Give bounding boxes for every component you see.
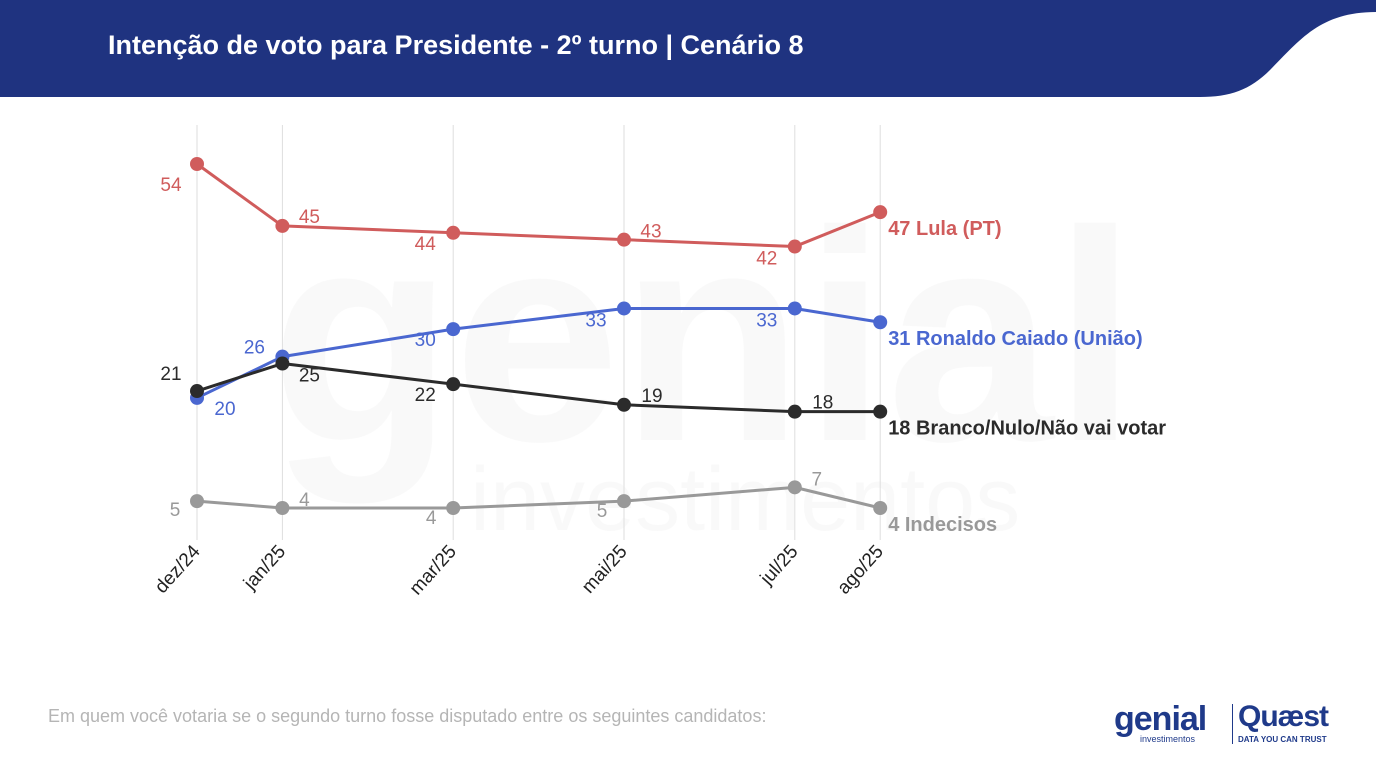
data-point [787,404,802,419]
data-label: 33 [756,310,777,331]
data-point [446,322,461,337]
data-point [275,501,290,515]
data-label: 30 [415,330,436,351]
data-label: 21 [160,364,181,385]
data-point [617,301,631,316]
data-label: 26 [244,338,265,359]
page-title: Intenção de voto para Presidente - 2º tu… [108,30,804,60]
quaest-logo: Quæst [1238,700,1329,733]
data-label: 20 [214,399,235,420]
data-point [787,480,802,495]
series-line [195,306,882,400]
data-point [617,494,631,509]
line-chart: genial investimentos 5445444342202630333… [151,125,1166,599]
data-point [873,501,888,515]
series-line [195,485,882,510]
genial-logo: genial [1114,700,1207,738]
x-tick-label: jan/25 [239,541,290,594]
data-label: 33 [585,310,606,331]
series-line [195,362,882,414]
data-point [617,397,631,412]
data-label: 54 [160,175,182,196]
data-point [275,218,290,233]
series-end-labels: 47 Lula (PT) 31 Ronaldo Caiado (União) 18 … [888,218,1166,536]
data-point [446,225,461,240]
series-points [190,157,888,515]
data-label: 44 [415,234,437,255]
series-line [195,162,882,249]
series-end-label: 31 Ronaldo Caiado (União) [888,328,1142,350]
watermark-sub: investimentos [470,450,1020,550]
header-banner [0,0,1376,97]
series-lines [195,162,882,510]
data-label: 5 [597,501,608,522]
logo-divider [1232,704,1233,744]
data-point [275,356,290,371]
watermark-logo: genial investimentos [270,168,1137,550]
data-point [787,301,802,316]
series-end-label: 47 Lula (PT) [888,218,1001,240]
x-tick-label: mar/25 [406,541,461,599]
data-point [446,377,461,392]
data-point [873,404,888,419]
data-point [617,232,631,247]
header-background [0,0,1376,97]
data-label: 5 [170,500,181,521]
data-point [873,315,888,330]
data-label: 45 [299,207,320,228]
data-point [873,205,888,220]
data-label: 19 [641,386,662,407]
footer-question: Em quem você votaria se o segundo turno … [48,706,767,726]
data-label: 42 [756,249,777,270]
data-label: 22 [415,385,436,406]
data-point [787,239,802,254]
logos: genial investimentos Quæst DATA YOU CAN … [1110,700,1350,750]
data-point [446,501,461,515]
data-point [190,157,204,171]
x-tick-label: dez/24 [151,541,205,598]
data-label: 7 [812,469,823,490]
data-label: 18 [812,393,833,414]
data-label: 25 [299,366,320,387]
quaest-tagline: DATA YOU CAN TRUST [1238,735,1327,744]
data-label: 4 [299,490,310,511]
series-end-label: 18 Branco/Nulo/Não vai votar [888,418,1166,440]
data-point [190,494,204,509]
data-point [190,384,204,399]
genial-logo-sub: investimentos [1140,734,1196,744]
data-label: 4 [426,508,437,529]
series-end-label: 4 Indecisos [888,514,997,536]
data-label: 43 [640,222,661,243]
